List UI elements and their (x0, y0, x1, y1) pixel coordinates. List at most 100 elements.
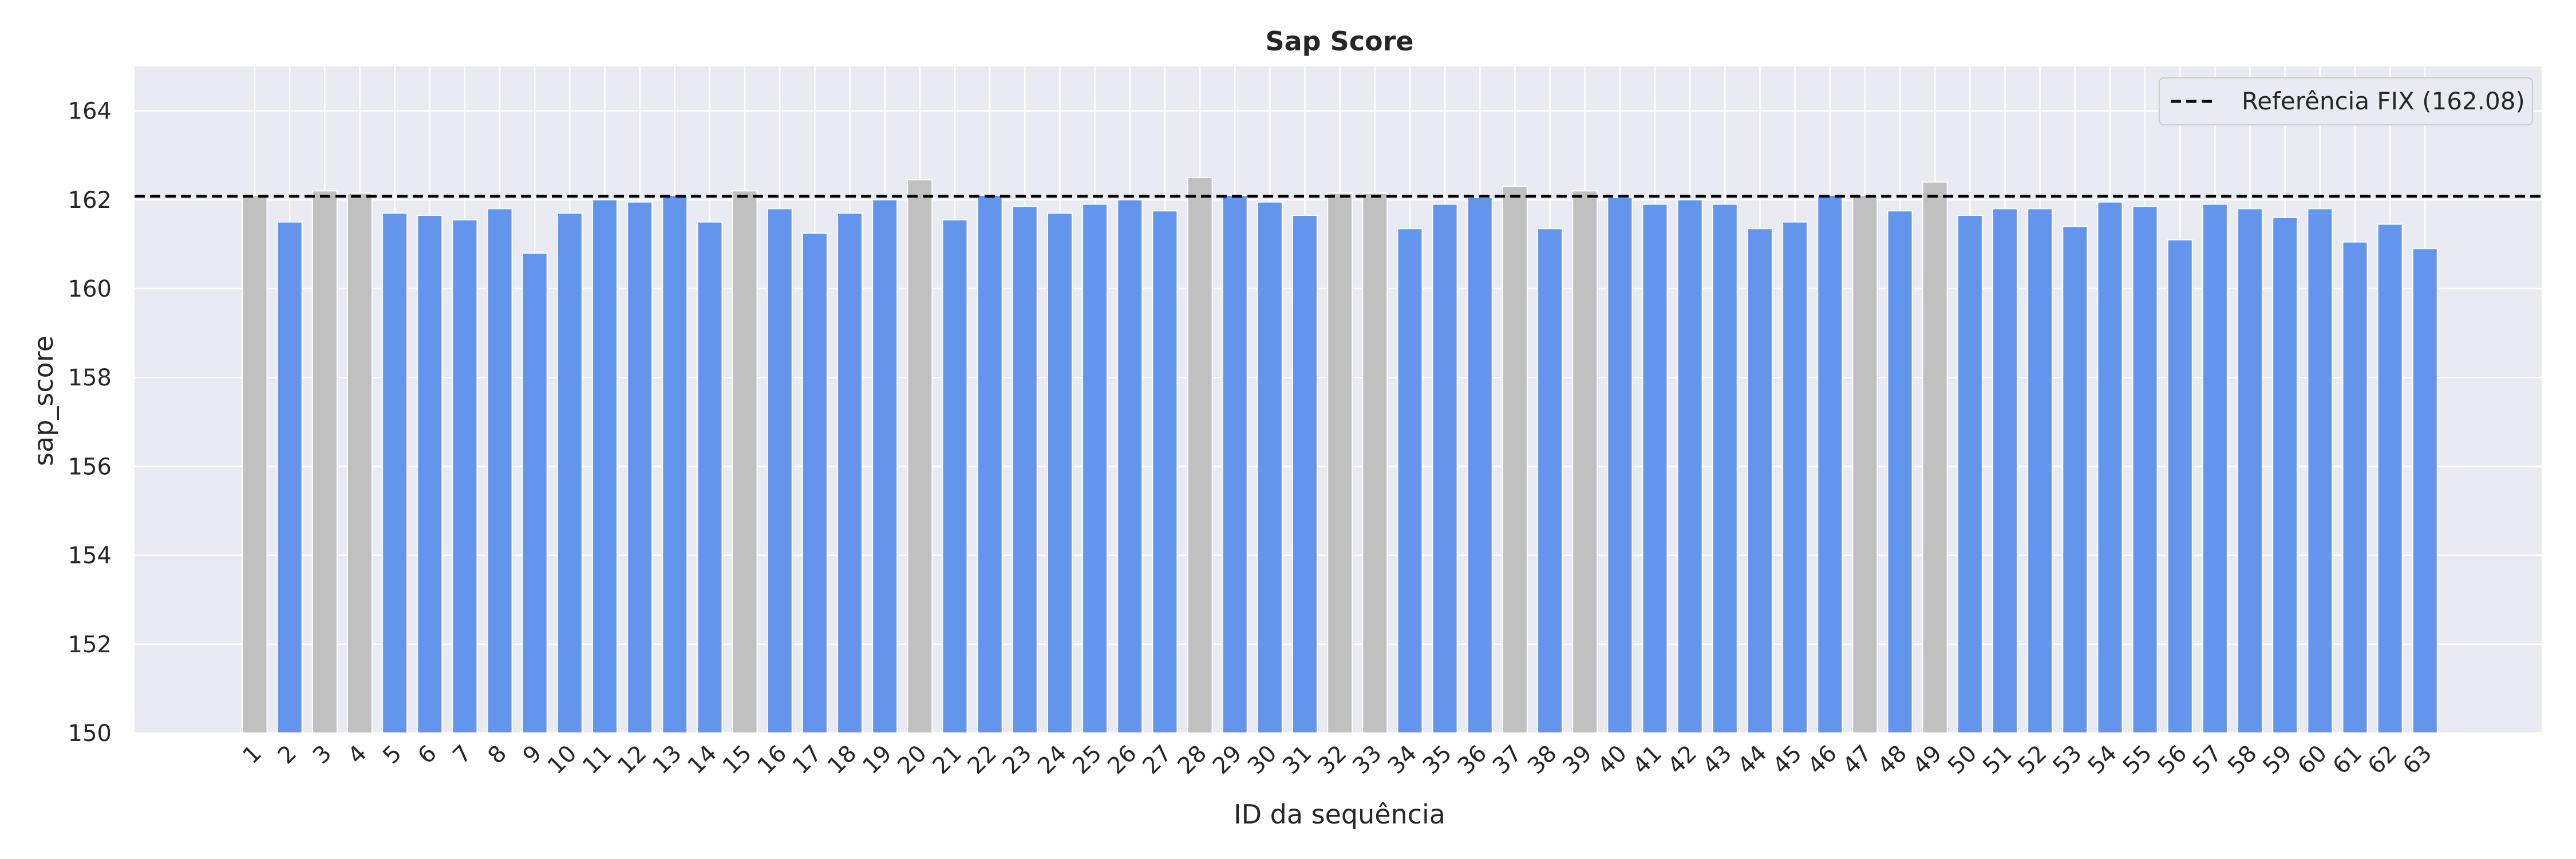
x-tick-label: 7 (448, 740, 477, 770)
y-tick-label: 160 (68, 276, 112, 302)
x-tick-label: 25 (1068, 740, 1107, 780)
bar-59 (2272, 216, 2298, 734)
x-tick-label: 4 (343, 740, 372, 770)
x-tick-label: 31 (1278, 740, 1317, 780)
bar-2 (276, 221, 303, 734)
bar-7 (452, 219, 478, 734)
bar-17 (801, 233, 828, 734)
bar-21 (942, 219, 968, 734)
bar-16 (767, 208, 793, 734)
bar-48 (1887, 210, 1913, 734)
x-tick-label: 47 (1838, 740, 1877, 780)
bar-22 (977, 195, 1003, 734)
x-tick-label: 16 (753, 740, 792, 780)
x-tick-label: 2 (273, 740, 302, 770)
bar-8 (487, 208, 513, 734)
x-tick-label: 22 (963, 740, 1002, 780)
bar-58 (2237, 208, 2263, 734)
x-tick-label: 39 (1558, 740, 1597, 780)
bar-51 (1992, 208, 2018, 734)
x-tick-label: 1 (238, 740, 267, 770)
x-tick-label: 36 (1453, 740, 1492, 780)
bar-34 (1397, 228, 1423, 734)
bar-40 (1607, 196, 1633, 734)
bar-62 (2377, 223, 2403, 734)
bar-6 (417, 214, 443, 734)
bar-27 (1152, 210, 1178, 734)
x-axis-ticks: 1 2 3 4 5 6 7 8 91011121314151617181920212223242… (238, 740, 2437, 780)
x-tick-label: 63 (2398, 740, 2437, 780)
bar-56 (2167, 239, 2193, 734)
x-tick-label: 35 (1418, 740, 1457, 780)
bar-23 (1012, 206, 1038, 734)
bar-4 (346, 192, 373, 734)
x-tick-label: 24 (1033, 740, 1072, 780)
legend-reference-label: Referência FIX (162.08) (2242, 87, 2525, 115)
bar-20 (907, 179, 933, 734)
bar-33 (1362, 192, 1388, 734)
x-tick-label: 30 (1243, 740, 1282, 780)
bar-19 (872, 199, 898, 734)
y-tick-label: 150 (68, 720, 112, 747)
x-tick-label: 51 (1978, 740, 2017, 780)
x-tick-label: 41 (1628, 740, 1668, 780)
y-tick-label: 164 (68, 98, 112, 125)
y-tick-label: 156 (68, 454, 112, 480)
bar-12 (627, 201, 653, 734)
bar-26 (1117, 199, 1143, 734)
bar-25 (1082, 203, 1108, 734)
x-tick-label: 5 (378, 740, 407, 770)
x-tick-label: 46 (1803, 740, 1842, 780)
x-tick-label: 21 (928, 740, 967, 780)
x-axis-title: ID da sequência (1234, 799, 1445, 830)
x-tick-label: 8 (483, 740, 512, 770)
bar-3 (311, 190, 338, 734)
x-tick-label: 6 (413, 740, 442, 770)
x-tick-label: 9 (518, 740, 547, 770)
x-tick-label: 10 (543, 740, 582, 780)
chart-title: Sap Score (1266, 26, 1414, 57)
bar-57 (2202, 203, 2228, 734)
x-tick-label: 54 (2083, 740, 2122, 780)
bar-5 (382, 212, 408, 734)
x-tick-label: 43 (1698, 740, 1737, 780)
bar-30 (1257, 201, 1283, 734)
x-tick-label: 40 (1593, 740, 1632, 780)
x-tick-label: 42 (1663, 740, 1702, 780)
y-tick-label: 154 (68, 543, 112, 569)
bar-9 (521, 252, 548, 734)
y-tick-label: 158 (68, 365, 112, 391)
bar-36 (1467, 196, 1493, 734)
x-tick-label: 26 (1103, 740, 1142, 780)
legend-box (2159, 77, 2533, 125)
y-tick-label: 162 (68, 187, 112, 214)
bar-49 (1922, 181, 1948, 734)
bar-24 (1046, 212, 1073, 734)
bar-38 (1537, 228, 1563, 734)
bar-43 (1712, 203, 1738, 734)
x-tick-label: 62 (2363, 740, 2403, 780)
x-tick-label: 28 (1173, 740, 1212, 780)
bar-47 (1852, 195, 1878, 734)
x-tick-label: 52 (2013, 740, 2052, 780)
x-tick-label: 34 (1382, 740, 1422, 780)
bar-50 (1957, 214, 1983, 734)
bar-15 (732, 190, 758, 734)
bar-35 (1432, 203, 1458, 734)
x-tick-label: 14 (682, 740, 722, 780)
x-tick-label: 12 (613, 740, 652, 780)
x-tick-label: 38 (1523, 740, 1562, 780)
bar-52 (2027, 208, 2053, 734)
bar-39 (1572, 190, 1598, 734)
bar-63 (2412, 248, 2438, 734)
bar-29 (1222, 195, 1248, 734)
bar-61 (2342, 241, 2368, 734)
x-tick-label: 19 (858, 740, 897, 780)
bar-45 (1782, 221, 1808, 734)
x-tick-label: 3 (308, 740, 337, 770)
x-tick-label: 49 (1908, 740, 1947, 780)
x-tick-label: 57 (2188, 740, 2227, 780)
x-tick-label: 53 (2048, 740, 2087, 780)
x-tick-label: 11 (578, 740, 617, 780)
